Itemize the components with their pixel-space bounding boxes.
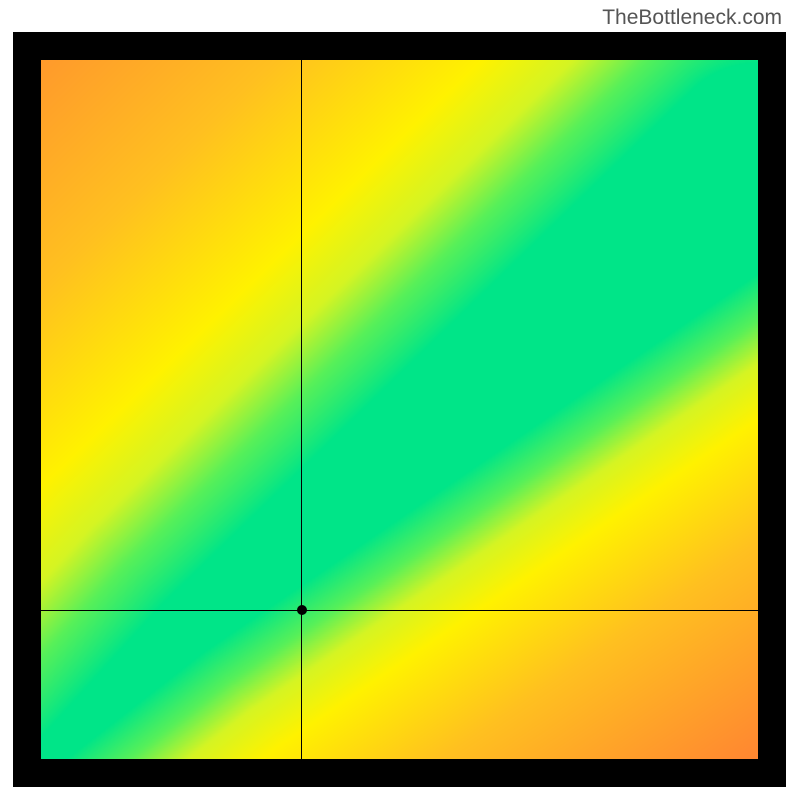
crosshair-vertical [301, 60, 302, 759]
crosshair-horizontal [41, 610, 758, 611]
watermark-text: TheBottleneck.com [602, 6, 782, 30]
chart-container: TheBottleneck.com [0, 0, 800, 800]
heatmap-canvas [41, 60, 758, 759]
plot-border [13, 32, 786, 787]
